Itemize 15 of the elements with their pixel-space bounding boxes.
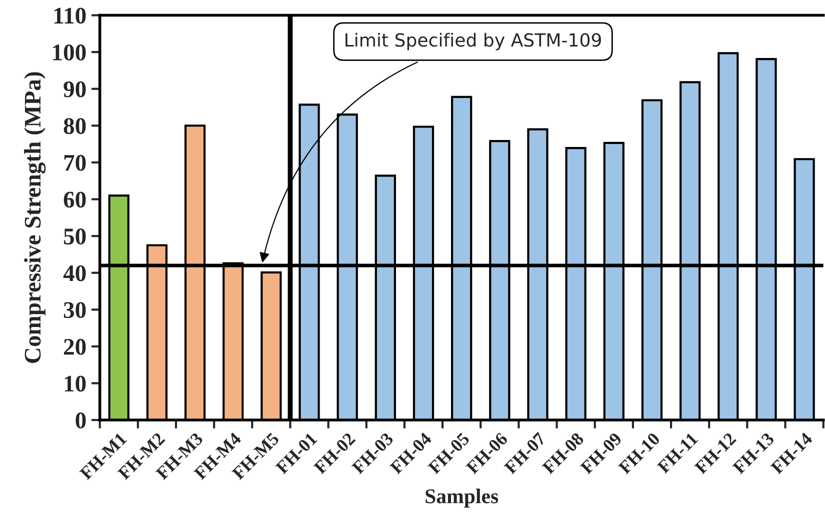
y-tick-label: 20	[64, 338, 86, 355]
y-tick-label: 30	[64, 302, 86, 318]
ref-line-label: Limit Specified by ASTM-109	[346, 32, 601, 50]
y-tick-label: 0	[76, 412, 86, 428]
y-axis-title: Compressive Strength (MPa)	[24, 72, 46, 363]
y-tick-label: 50	[64, 228, 86, 244]
y-tick-label: 70	[64, 154, 86, 171]
y-tick-label: 100	[53, 44, 86, 60]
y-tick-label: 10	[64, 376, 86, 392]
y-tick-label: 60	[64, 192, 86, 208]
x-axis-title: Samples	[426, 488, 498, 508]
y-tick-label: 80	[64, 118, 86, 134]
y-tick-label: 110	[54, 8, 86, 24]
y-tick-label: 40	[63, 265, 86, 282]
y-tick-label: 90	[64, 81, 86, 98]
